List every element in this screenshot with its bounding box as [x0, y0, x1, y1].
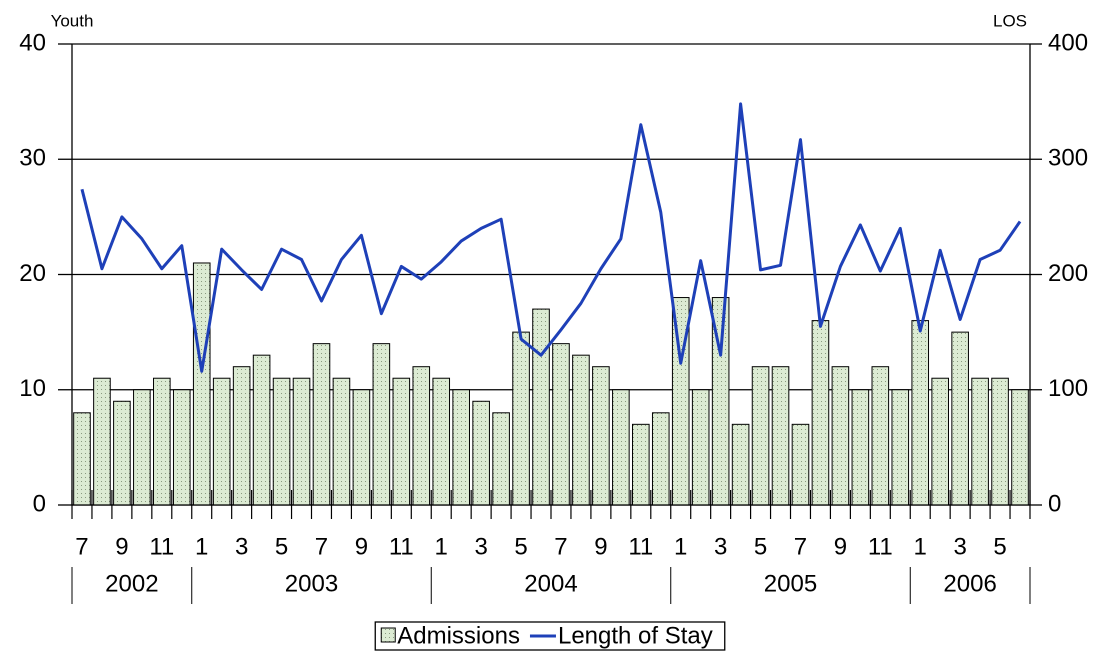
- bar: [691, 389, 710, 506]
- bar: [811, 320, 830, 506]
- bar: [651, 412, 670, 506]
- x-tick-label: 1: [195, 533, 208, 560]
- legend-label: Length of Stay: [558, 622, 713, 649]
- bar: [113, 400, 131, 506]
- x-group-label: 2005: [764, 570, 817, 597]
- x-tick-label: 9: [355, 533, 368, 560]
- bar: [612, 389, 630, 506]
- bar: [432, 377, 451, 506]
- bar: [352, 389, 371, 506]
- bar: [751, 366, 770, 506]
- bar: [632, 423, 650, 506]
- bar: [292, 377, 311, 506]
- bar: [891, 389, 910, 506]
- x-tick-label: 11: [628, 533, 653, 560]
- y2-tick-label: 0: [1048, 490, 1061, 517]
- x-group-label: 2004: [524, 570, 577, 597]
- x-tick-label: 1: [435, 533, 448, 560]
- x-tick-label: 1: [674, 533, 687, 560]
- bar: [931, 377, 949, 506]
- y-tick-label: 0: [33, 490, 46, 517]
- x-group-label: 2006: [943, 570, 996, 597]
- bar: [791, 423, 810, 506]
- x-tick-label: 5: [993, 533, 1006, 560]
- x-tick-label: 7: [75, 533, 88, 560]
- x-tick-label: 9: [834, 533, 847, 560]
- x-tick-label: 7: [315, 533, 328, 560]
- bar: [592, 366, 610, 506]
- legend-label: Admissions: [397, 622, 520, 649]
- bar: [392, 377, 411, 506]
- bar: [192, 262, 211, 506]
- bar: [372, 343, 391, 506]
- x-tick-label: 11: [389, 533, 414, 560]
- bar: [731, 423, 750, 506]
- x-tick-label: 5: [754, 533, 767, 560]
- y2-tick-label: 400: [1048, 29, 1088, 56]
- bar: [153, 377, 171, 506]
- bar: [492, 412, 510, 506]
- bar: [232, 366, 251, 506]
- y-tick-label: 30: [19, 145, 46, 172]
- bar: [771, 366, 790, 506]
- x-group-label: 2003: [285, 570, 338, 597]
- x-group-label: 2002: [105, 570, 158, 597]
- y2-tick-label: 100: [1048, 375, 1088, 402]
- bar: [172, 389, 191, 506]
- bar: [851, 389, 870, 506]
- bar: [472, 400, 490, 506]
- bar: [951, 331, 969, 506]
- x-tick-label: 11: [868, 533, 893, 560]
- bar: [452, 389, 470, 506]
- bar: [971, 377, 989, 506]
- bar: [871, 366, 890, 506]
- y2-tick-label: 200: [1048, 260, 1088, 287]
- x-tick-label: 3: [953, 533, 966, 560]
- y-axis-title: Youth: [51, 11, 94, 30]
- x-tick-label: 5: [275, 533, 288, 560]
- bar: [991, 377, 1009, 506]
- x-tick-label: 9: [115, 533, 128, 560]
- y2-axis-title: LOS: [993, 11, 1027, 30]
- bar: [332, 377, 351, 506]
- x-tick-label: 3: [235, 533, 248, 560]
- bar: [212, 377, 231, 506]
- bar: [412, 366, 431, 506]
- x-tick-label: 7: [554, 533, 567, 560]
- y-tick-label: 10: [19, 375, 46, 402]
- legend: Admissions Length of Stay: [374, 621, 726, 651]
- bar: [831, 366, 850, 506]
- bar: [911, 320, 930, 506]
- x-tick-label: 7: [794, 533, 807, 560]
- x-tick-label: 1: [914, 533, 927, 560]
- bar: [93, 377, 111, 506]
- bar: [572, 354, 590, 506]
- line: [80, 102, 1022, 373]
- x-tick-label: 3: [474, 533, 487, 560]
- legend-swatch: [380, 627, 396, 643]
- bar: [532, 308, 550, 506]
- x-tick-label: 11: [149, 533, 174, 560]
- y-tick-label: 40: [19, 29, 46, 56]
- y-tick-label: 20: [19, 260, 46, 287]
- bar: [552, 343, 570, 506]
- bar: [73, 412, 91, 506]
- x-tick-label: 3: [714, 533, 727, 560]
- bar: [133, 389, 151, 506]
- bar: [252, 354, 271, 506]
- bar: [1011, 389, 1029, 506]
- x-tick-label: 9: [594, 533, 607, 560]
- bar: [272, 377, 291, 506]
- x-tick-label: 5: [514, 533, 527, 560]
- y2-tick-label: 300: [1048, 145, 1088, 172]
- bar: [312, 343, 331, 506]
- bar: [512, 331, 530, 506]
